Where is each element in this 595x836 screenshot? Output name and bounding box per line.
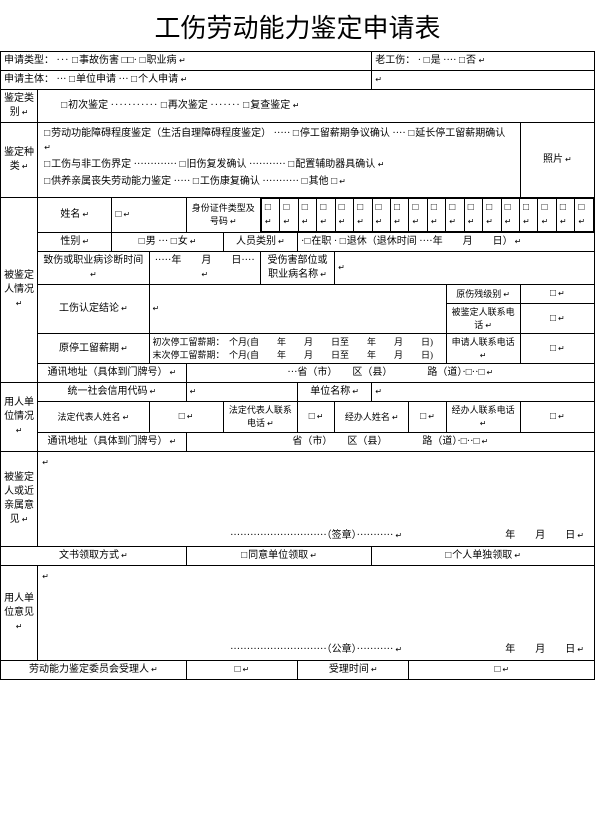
legal-name-field[interactable]: □	[149, 402, 223, 432]
employer-label: 用人单位情况	[1, 383, 38, 451]
unit-name-label: 单位名称	[298, 383, 372, 402]
old-injury-label: 老工伤：	[375, 55, 415, 66]
name-field[interactable]: □	[112, 198, 186, 233]
injury-part-field[interactable]	[335, 252, 595, 285]
person-addr-label: 通讯地址（具体到门牌号）	[38, 364, 187, 383]
no-check[interactable]	[459, 55, 466, 66]
apply-body-label: 申请主体：	[4, 74, 54, 85]
conclusion-field[interactable]	[149, 285, 446, 334]
agent-phone-field[interactable]: □	[520, 402, 594, 432]
opinion2-label: 用人单位意见	[1, 565, 38, 660]
accident-check[interactable]	[72, 55, 79, 66]
main-form: 申请类型： ··· 事故伤害 □□· 职业病 老工伤： · 是 ···· 否 申…	[0, 51, 595, 680]
female-check[interactable]	[171, 236, 178, 247]
receiver-label: 劳动能力鉴定委员会受理人	[1, 660, 187, 679]
suspend-label: 原停工留薪期	[38, 334, 149, 364]
opinion2-field[interactable]: ·····························（公章）·······…	[38, 565, 595, 660]
t9-check[interactable]	[302, 176, 309, 187]
employer-addr-field[interactable]: 省（市） 区（县） 路（道）·□··□	[186, 432, 594, 451]
orig-level-field[interactable]: □	[520, 285, 594, 304]
name-label: 姓名	[38, 198, 112, 233]
suspend-field[interactable]: 初次停工留薪期： 个月(自 年 月 日至 年 月 日) 末次停工留薪期： 个月(…	[149, 334, 446, 364]
male-check[interactable]	[139, 236, 146, 247]
gender-label: 性别	[38, 233, 112, 252]
unit-apply-check[interactable]	[69, 74, 76, 85]
orig-level-label: 原伤残级别	[446, 285, 520, 304]
contact-phone-field[interactable]: □	[520, 304, 594, 334]
employer-addr-label: 通讯地址（具体到门牌号）	[38, 432, 187, 451]
person-label: 被鉴定人情况	[1, 198, 38, 383]
applicant-phone-field[interactable]: □	[520, 334, 594, 364]
types-label: 鉴定种类	[1, 123, 38, 198]
t2-check[interactable]	[293, 128, 300, 139]
conclusion-label: 工伤认定结论	[38, 285, 149, 334]
category-label: 鉴定类别	[1, 90, 38, 123]
legal-phone-label: 法定代表人联系电话	[223, 402, 297, 432]
retired-check[interactable]	[340, 236, 347, 247]
agent-name-field[interactable]: □	[409, 402, 446, 432]
agent-name-label: 经办人姓名	[335, 402, 409, 432]
receiver-field[interactable]: □	[186, 660, 297, 679]
yes-check[interactable]	[424, 55, 431, 66]
injury-date-field[interactable]: ·····年 月 日····	[149, 252, 260, 285]
ptype-label: 人员类别	[223, 233, 297, 252]
legal-phone-field[interactable]: □	[298, 402, 335, 432]
contact-phone-label: 被鉴定人联系电话	[446, 304, 520, 334]
t8-check[interactable]	[193, 176, 200, 187]
opinion1-field[interactable]: ·····························（签章）·······…	[38, 451, 595, 546]
recv-time-field[interactable]: □	[409, 660, 595, 679]
agent-phone-label: 经办人联系电话	[446, 402, 520, 432]
person-addr-field[interactable]: ···省（市） 区（县） 路（道）·□··□	[186, 364, 594, 383]
occu-check[interactable]	[139, 55, 146, 66]
unit-name-field[interactable]	[372, 383, 595, 402]
opinion1-label: 被鉴定人或近亲属意见	[1, 451, 38, 546]
id-cell[interactable]: □	[261, 199, 279, 232]
collect-label: 文书领取方式	[1, 546, 187, 565]
page-title: 工伤劳动能力鉴定申请表	[0, 0, 595, 51]
uscc-field[interactable]	[186, 383, 297, 402]
injury-part-label: 受伤害部位或职业病名称	[260, 252, 334, 285]
applicant-phone-label: 申请人联系电话	[446, 334, 520, 364]
t5-check[interactable]	[179, 159, 186, 170]
again-check[interactable]	[161, 100, 168, 111]
idtype-label: 身份证件类型及号码	[186, 198, 260, 233]
recv-time-label: 受理时间	[298, 660, 409, 679]
photo-area: 照片	[520, 123, 594, 198]
injury-date-label: 致伤或职业病诊断时间	[38, 252, 149, 285]
apply-type-label: 申请类型：	[4, 55, 54, 66]
legal-name-label: 法定代表人姓名	[38, 402, 149, 432]
uscc-label: 统一社会信用代码	[38, 383, 187, 402]
